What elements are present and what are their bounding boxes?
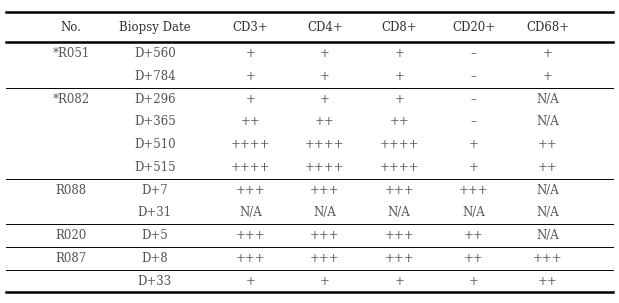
Text: +: +: [320, 47, 330, 60]
Text: –: –: [470, 70, 477, 83]
Text: ++++: ++++: [379, 138, 419, 151]
Text: –: –: [470, 93, 477, 106]
Text: D+560: D+560: [134, 47, 176, 60]
Text: +: +: [320, 70, 330, 83]
Text: N/A: N/A: [537, 229, 559, 242]
Text: +++: +++: [236, 252, 266, 265]
Text: ++: ++: [241, 115, 261, 128]
Text: +: +: [246, 275, 256, 288]
Text: –: –: [470, 115, 477, 128]
Text: D+365: D+365: [134, 115, 176, 128]
Text: ++++: ++++: [379, 161, 419, 174]
Text: +++: +++: [236, 184, 266, 197]
Text: +++: +++: [310, 252, 340, 265]
Text: ++++: ++++: [305, 161, 345, 174]
Text: R088: R088: [56, 184, 87, 197]
Text: +++: +++: [384, 229, 414, 242]
Text: +++: +++: [384, 252, 414, 265]
Text: Biopsy Date: Biopsy Date: [119, 21, 191, 34]
Text: CD8+: CD8+: [381, 21, 417, 34]
Text: D+5: D+5: [141, 229, 168, 242]
Text: +: +: [246, 93, 256, 106]
Text: +++: +++: [236, 229, 266, 242]
Text: +: +: [469, 275, 478, 288]
Text: ++++: ++++: [305, 138, 345, 151]
Text: D+31: D+31: [137, 206, 172, 219]
Text: +: +: [469, 138, 478, 151]
Text: +: +: [394, 47, 404, 60]
Text: CD68+: CD68+: [526, 21, 569, 34]
Text: N/A: N/A: [462, 206, 485, 219]
Text: +: +: [394, 70, 404, 83]
Text: +++: +++: [459, 184, 488, 197]
Text: +++: +++: [384, 184, 414, 197]
Text: ++: ++: [315, 115, 335, 128]
Text: +: +: [394, 93, 404, 106]
Text: N/A: N/A: [537, 184, 559, 197]
Text: ++: ++: [389, 115, 409, 128]
Text: ++: ++: [464, 252, 483, 265]
Text: ++: ++: [538, 138, 558, 151]
Text: D+515: D+515: [134, 161, 176, 174]
Text: N/A: N/A: [388, 206, 410, 219]
Text: +: +: [543, 47, 553, 60]
Text: +: +: [320, 275, 330, 288]
Text: ++++: ++++: [231, 161, 271, 174]
Text: R020: R020: [56, 229, 87, 242]
Text: ++: ++: [464, 229, 483, 242]
Text: No.: No.: [61, 21, 82, 34]
Text: ++++: ++++: [231, 138, 271, 151]
Text: CD20+: CD20+: [452, 21, 495, 34]
Text: +: +: [246, 70, 256, 83]
Text: D+510: D+510: [134, 138, 176, 151]
Text: N/A: N/A: [537, 206, 559, 219]
Text: +++: +++: [310, 229, 340, 242]
Text: D+33: D+33: [137, 275, 172, 288]
Text: CD3+: CD3+: [233, 21, 269, 34]
Text: +: +: [394, 275, 404, 288]
Text: CD4+: CD4+: [307, 21, 343, 34]
Text: N/A: N/A: [537, 115, 559, 128]
Text: D+8: D+8: [141, 252, 168, 265]
Text: –: –: [470, 47, 477, 60]
Text: +: +: [246, 47, 256, 60]
Text: ++: ++: [538, 161, 558, 174]
Text: +: +: [469, 161, 478, 174]
Text: ++: ++: [538, 275, 558, 288]
Text: R087: R087: [56, 252, 87, 265]
Text: *R082: *R082: [53, 93, 90, 106]
Text: N/A: N/A: [240, 206, 262, 219]
Text: D+784: D+784: [134, 70, 176, 83]
Text: +: +: [543, 70, 553, 83]
Text: D+296: D+296: [134, 93, 176, 106]
Text: +++: +++: [310, 184, 340, 197]
Text: D+7: D+7: [141, 184, 168, 197]
Text: *R051: *R051: [53, 47, 90, 60]
Text: +++: +++: [533, 252, 563, 265]
Text: N/A: N/A: [537, 93, 559, 106]
Text: N/A: N/A: [314, 206, 336, 219]
Text: +: +: [320, 93, 330, 106]
